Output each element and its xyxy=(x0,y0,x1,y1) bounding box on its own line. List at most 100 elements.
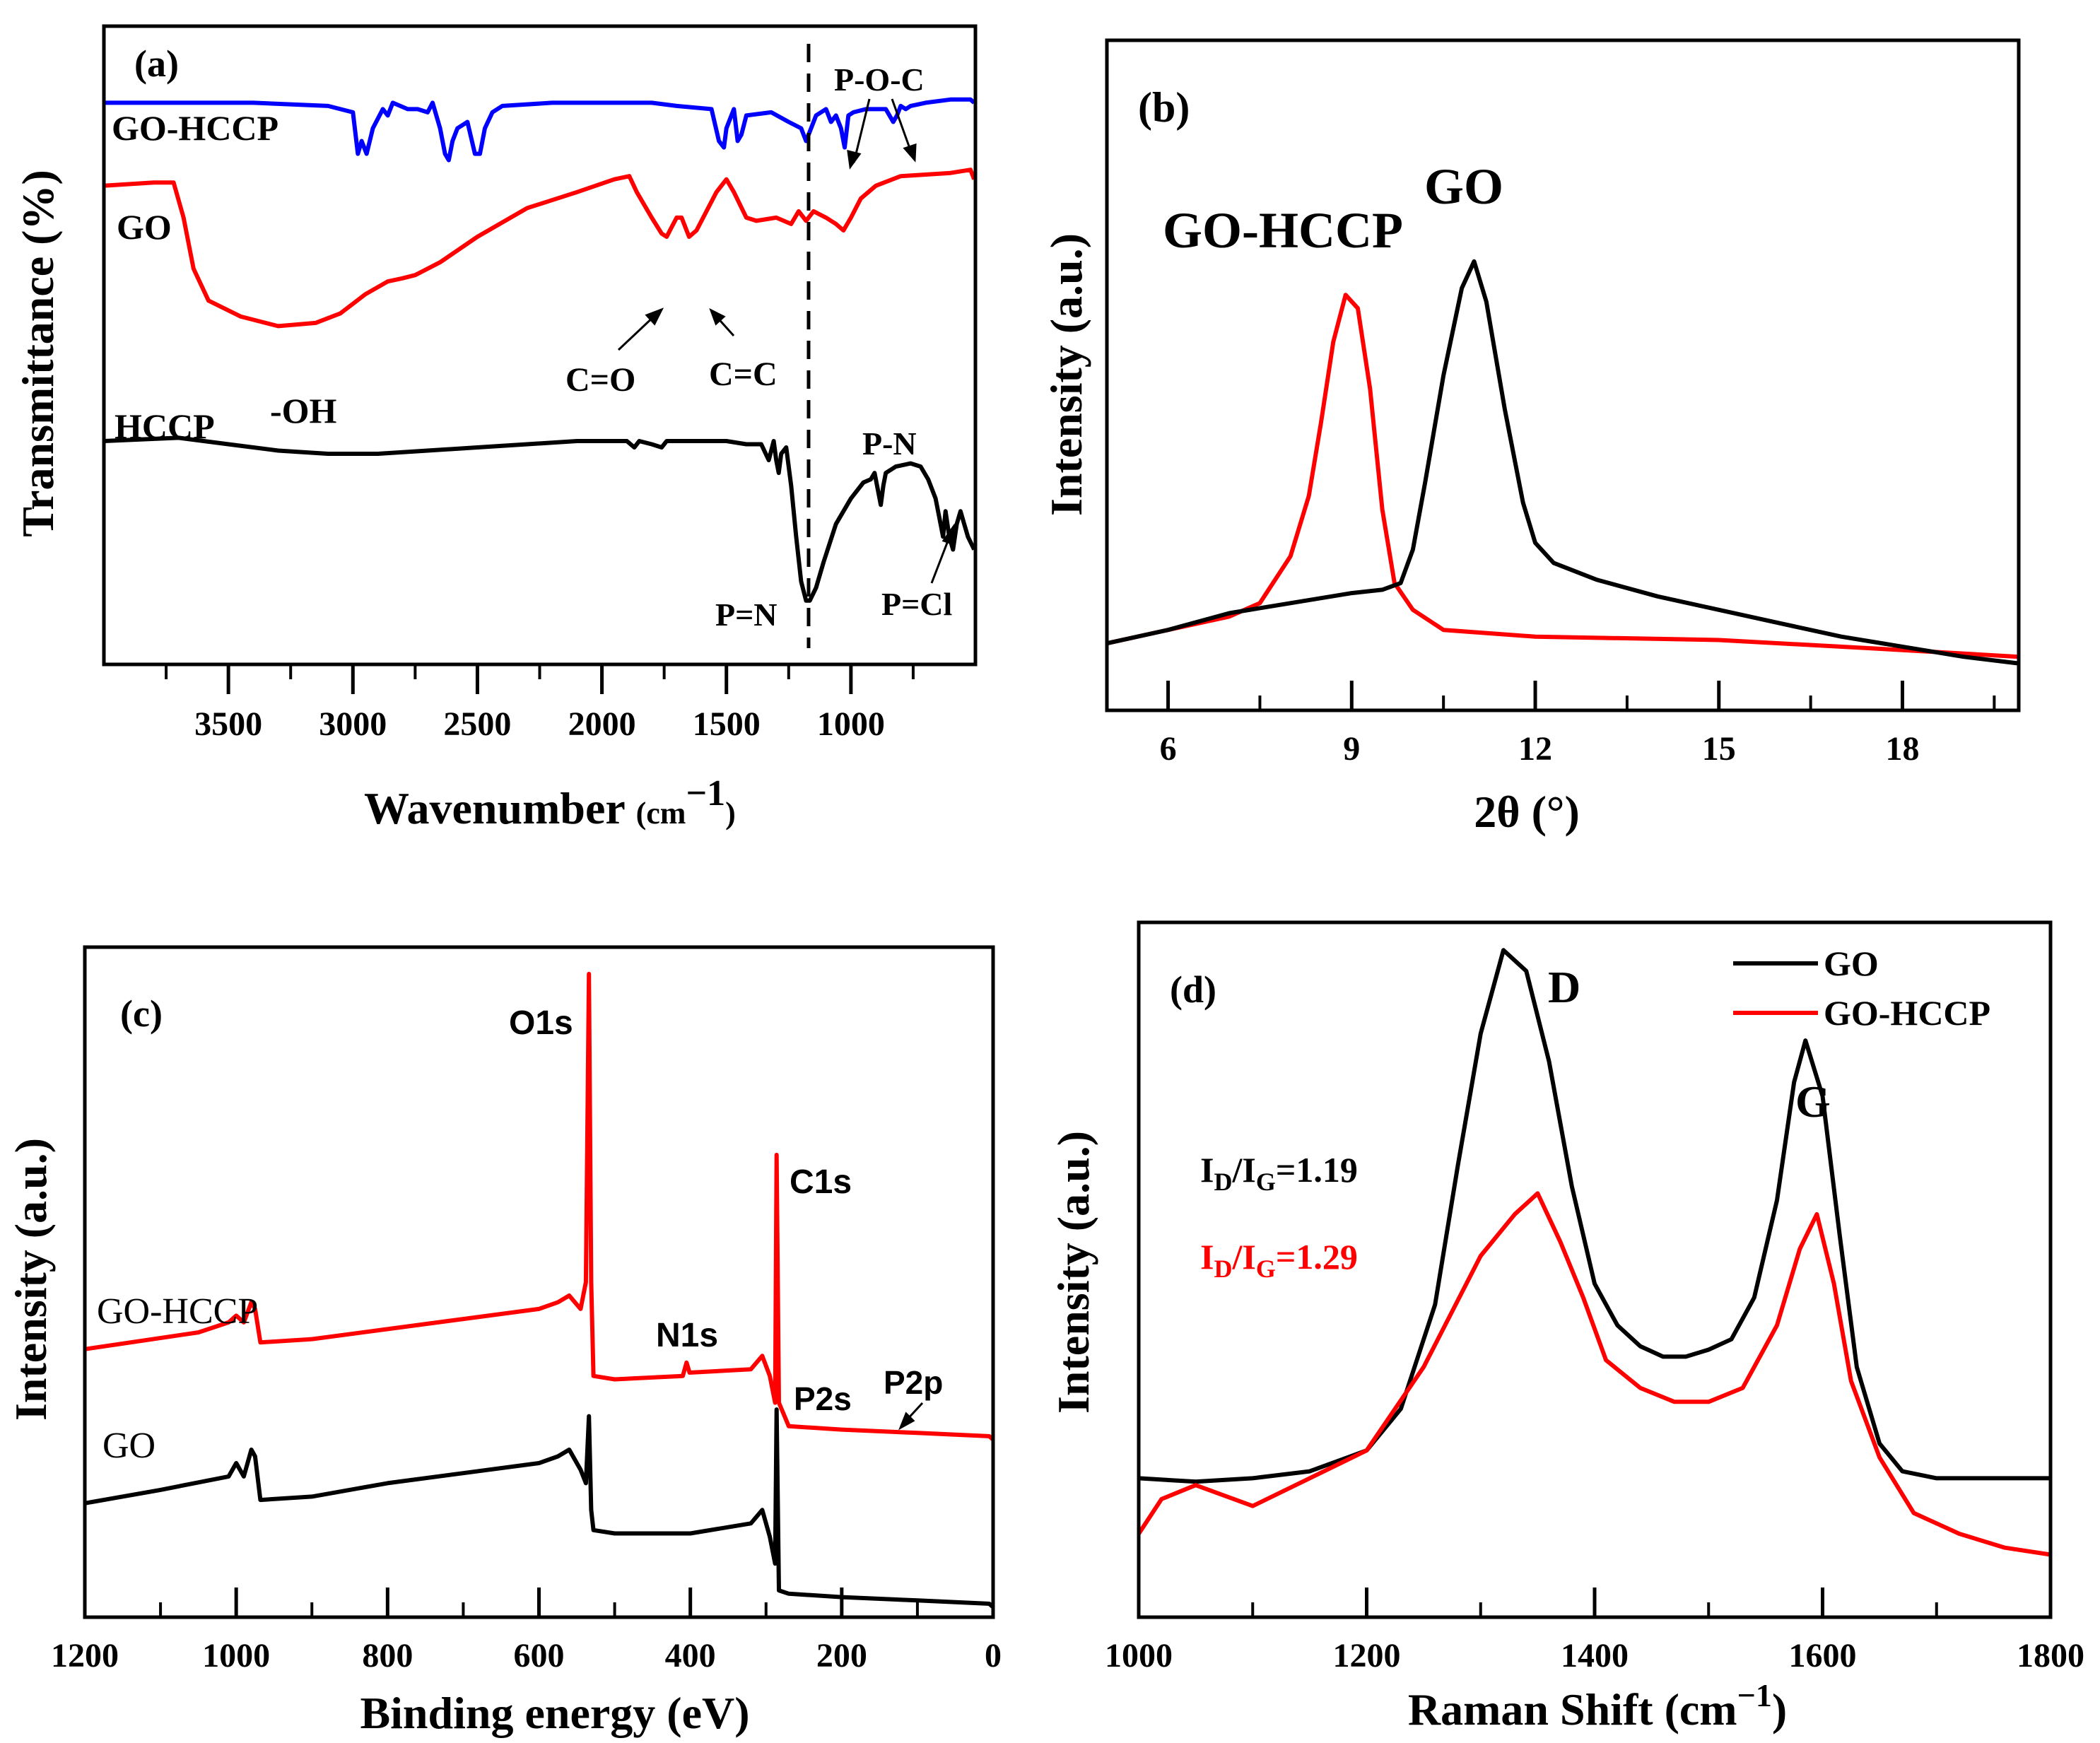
panel-a-xlabel-unit-close: ) xyxy=(725,796,736,831)
panel-d-ratio-hccp-d: D xyxy=(1214,1255,1232,1283)
panel-a-ylabel: Transmittance (%) xyxy=(13,170,63,537)
panel-a-arrowhead-poc-1 xyxy=(847,150,862,170)
panel-b-xtick-label-6: 6 xyxy=(1160,730,1177,768)
panel-a-arrow-co xyxy=(617,313,657,351)
panel-c-ylabel: Intensity (a.u.) xyxy=(6,1138,56,1421)
panel-c-tick-layer: 1200 1000 800 600 400 200 0 xyxy=(51,1588,1002,1674)
panel-c-plot-frame xyxy=(83,945,995,1619)
panel-d-ylabel: Intensity (a.u.) xyxy=(1048,1131,1098,1414)
panel-c-xtick-label-1200: 1200 xyxy=(51,1637,119,1674)
panel-d-ratio-hccp-value: =1.29 xyxy=(1276,1237,1358,1277)
panel-b-xtick-label-9: 9 xyxy=(1343,730,1360,768)
panel-c-xtick-label-0: 0 xyxy=(985,1637,1002,1674)
panel-a-xlabel-unit: (cm xyxy=(636,796,686,831)
panel-c-annot-p2p: P2p xyxy=(884,1364,943,1401)
panel-a-series-go xyxy=(103,168,976,329)
panel-a-xtick-label-3500: 3500 xyxy=(194,705,262,743)
panel-c-legend-go: GO xyxy=(102,1426,156,1466)
panel-c-legend-go-hccp: GO-HCCP xyxy=(97,1291,258,1332)
panel-d-legend: GO GO-HCCP xyxy=(1733,944,1990,1033)
panel-a-legend-go: GO xyxy=(117,207,172,247)
panel-d-ratio-go-d: D xyxy=(1214,1168,1232,1196)
panel-a-arrowhead-cc xyxy=(709,307,726,326)
panel-c-xtick-label-400: 400 xyxy=(665,1637,716,1674)
panel-d-xlabel-sup: −1 xyxy=(1737,1677,1772,1713)
panel-d-xtick-label-1000: 1000 xyxy=(1105,1637,1173,1674)
panel-c-arrowhead-p2p xyxy=(898,1412,915,1431)
panel-d-annot-d: D xyxy=(1548,962,1580,1012)
panel-c-annot-c1s: C1s xyxy=(790,1163,852,1201)
panel-a-xtick-label-2000: 2000 xyxy=(568,705,636,743)
panel-a-xtick-label-2500: 2500 xyxy=(443,705,511,743)
panel-d-series-layer xyxy=(1137,948,2051,1557)
panel-b-xtick-label-12: 12 xyxy=(1518,730,1552,768)
panel-a-xtick-label-1000: 1000 xyxy=(817,705,885,743)
panel-d-tick-layer: 1000 1200 1400 1600 1800 xyxy=(1105,1588,2084,1674)
panel-a-ftir-chart: 3500 3000 2500 2000 1500 1000 (a) GO-HCCP GO … xyxy=(13,24,978,833)
panel-c-annot-o1s: O1s xyxy=(509,1004,573,1042)
panel-b-xrd-chart: 6 9 12 15 18 (b) GO-HCCP GO Intensity (a.u.)… xyxy=(1041,38,2021,837)
panel-c-xtick-label-600: 600 xyxy=(514,1637,565,1674)
panel-a-arrowhead-poc-2 xyxy=(903,143,917,163)
panel-d-xtick-label-1800: 1800 xyxy=(2017,1637,2084,1674)
panel-a-arrowhead-pcl xyxy=(942,523,956,546)
panel-a-xlabel: Wavenumber (cm−1) xyxy=(364,773,736,833)
panel-a-annot-pcl: P=Cl xyxy=(881,586,952,622)
panel-a-annot-pn-double: P=N xyxy=(715,597,778,633)
panel-d-ratio-go: ID/IG=1.19 xyxy=(1200,1150,1358,1196)
panel-b-xtick-label-18: 18 xyxy=(1886,730,1920,768)
panel-c-label: (c) xyxy=(120,992,163,1035)
panel-d-legend-go: GO xyxy=(1824,944,1879,983)
panel-a-annot-pn-single: P-N xyxy=(862,426,917,462)
panel-b-series-layer xyxy=(1106,259,2019,666)
panel-a-annot-poc: P-O-C xyxy=(834,61,925,98)
panel-d-xtick-label-1600: 1600 xyxy=(1789,1637,1857,1674)
panel-a-xlabel-main: Wavenumber xyxy=(364,783,625,833)
panel-a-arrowhead-co xyxy=(645,307,664,326)
panel-c-series-layer xyxy=(84,971,995,1609)
panel-b-series-go xyxy=(1106,259,2019,666)
panel-d-annot-g: G xyxy=(1795,1076,1831,1127)
panel-c-annot-p2s: P2s xyxy=(794,1380,852,1417)
panel-b-ylabel: Intensity (a.u.) xyxy=(1041,233,1091,516)
panel-a-arrows xyxy=(617,98,956,584)
panel-a-legend-go-hccp: GO-HCCP xyxy=(112,108,278,148)
panel-b-xtick-label-15: 15 xyxy=(1702,730,1736,768)
panel-a-xtick-label-3000: 3000 xyxy=(319,705,387,743)
panel-b-legend-go: GO xyxy=(1424,158,1503,215)
panel-a-annot-co: C=O xyxy=(565,361,635,399)
panel-c-xtick-label-1000: 1000 xyxy=(202,1637,270,1674)
panel-b-tick-layer: 6 9 12 15 18 xyxy=(1160,681,1996,768)
panel-d-xlabel-main: Raman Shift (cm xyxy=(1408,1684,1737,1735)
panel-c-arrow-p2p xyxy=(898,1402,924,1431)
panel-b-label: (b) xyxy=(1138,84,1190,131)
panel-b-plot-frame xyxy=(1105,38,2021,712)
panel-d-xtick-label-1400: 1400 xyxy=(1561,1637,1629,1674)
panel-c-annot-n1s: N1s xyxy=(656,1317,718,1354)
panel-a-label: (a) xyxy=(134,42,179,85)
panel-a-xtick-label-1500: 1500 xyxy=(693,705,761,743)
panel-a-series-go-hccp xyxy=(104,97,976,163)
panel-d-ratio-go-value: =1.19 xyxy=(1276,1150,1358,1190)
panel-d-legend-go-hccp: GO-HCCP xyxy=(1824,993,1990,1033)
panel-d-label: (d) xyxy=(1170,968,1216,1011)
panel-a-series-hccp xyxy=(103,435,976,603)
panel-a-arrow-poc-2 xyxy=(891,98,913,155)
panel-b-xlabel: 2θ (°) xyxy=(1474,787,1580,837)
panel-d-ratio-hccp-g: G xyxy=(1256,1255,1276,1283)
panel-c-xtick-label-200: 200 xyxy=(816,1637,867,1674)
panel-d-series-go-hccp xyxy=(1137,1191,2051,1557)
panel-d-ratio-hccp-i: I xyxy=(1200,1237,1214,1277)
panel-c-xlabel: Binding energy (eV) xyxy=(360,1688,749,1738)
panel-d-raman-chart: 1000 1200 1400 1600 1800 (d) D G GO GO-HCCP … xyxy=(1048,920,2084,1735)
panel-d-ratio-go-hccp: ID/IG=1.29 xyxy=(1200,1237,1358,1283)
panel-a-arrow-poc-1 xyxy=(852,98,871,163)
panel-c-xtick-label-800: 800 xyxy=(362,1637,413,1674)
panel-c-series-go xyxy=(84,1407,995,1609)
panel-a-tick-layer: 3500 3000 2500 2000 1500 1000 xyxy=(165,664,915,743)
panel-b-series-go-hccp xyxy=(1106,293,2019,659)
panel-a-series-layer xyxy=(103,44,976,648)
panel-b-legend-go-hccp: GO-HCCP xyxy=(1163,202,1403,259)
panel-a-annot-cc: C=C xyxy=(709,356,778,393)
